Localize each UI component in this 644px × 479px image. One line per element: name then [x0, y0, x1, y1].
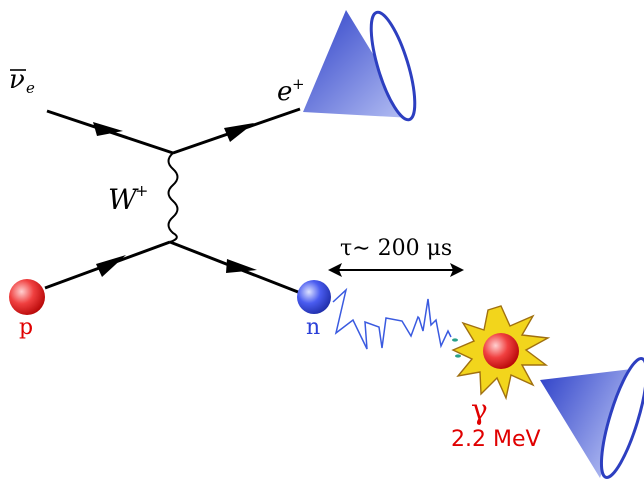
capture-flash [451, 305, 551, 401]
neutron: n [297, 280, 331, 340]
neutron-trail-dots [452, 338, 461, 358]
positron-label: e + [277, 75, 305, 107]
positron-superscript: + [292, 75, 305, 93]
gamma-label: γ 2.2 MeV [451, 393, 541, 452]
proton: p [9, 279, 45, 340]
gamma-symbol: γ [471, 393, 488, 426]
capture-time-indicator: τ∼ 200 μs [328, 236, 464, 277]
antineutrino-symbol: ν [9, 65, 25, 95]
arrow-icon [224, 123, 254, 142]
deuteron [483, 333, 519, 369]
w-boson-symbol: W [108, 183, 139, 216]
antineutrino-line [46, 109, 174, 155]
positron-line [172, 107, 301, 155]
neutron-random-walk [332, 287, 452, 350]
proton-line [44, 240, 171, 290]
w-boson-superscript: + [135, 181, 148, 200]
neutron-line [169, 240, 299, 294]
antineutrino-subscript: e [26, 79, 35, 97]
arrow-icon [96, 255, 126, 277]
gamma-energy: 2.2 MeV [451, 427, 541, 452]
positron-symbol: e [277, 77, 292, 107]
proton-label: p [19, 315, 33, 340]
capture-time-label: τ∼ 200 μs [340, 236, 452, 261]
neutron-label: n [306, 315, 320, 340]
arrow-icon [226, 259, 257, 273]
arrow-icon [93, 122, 123, 136]
arrow-left-icon [328, 263, 342, 277]
w-boson-label: W + [108, 181, 148, 216]
antineutrino-label: ν e [9, 65, 35, 97]
positron-cone [303, 10, 417, 122]
arrow-right-icon [450, 263, 464, 277]
gamma-cone [540, 357, 644, 479]
w-boson-propagator [167, 152, 179, 243]
